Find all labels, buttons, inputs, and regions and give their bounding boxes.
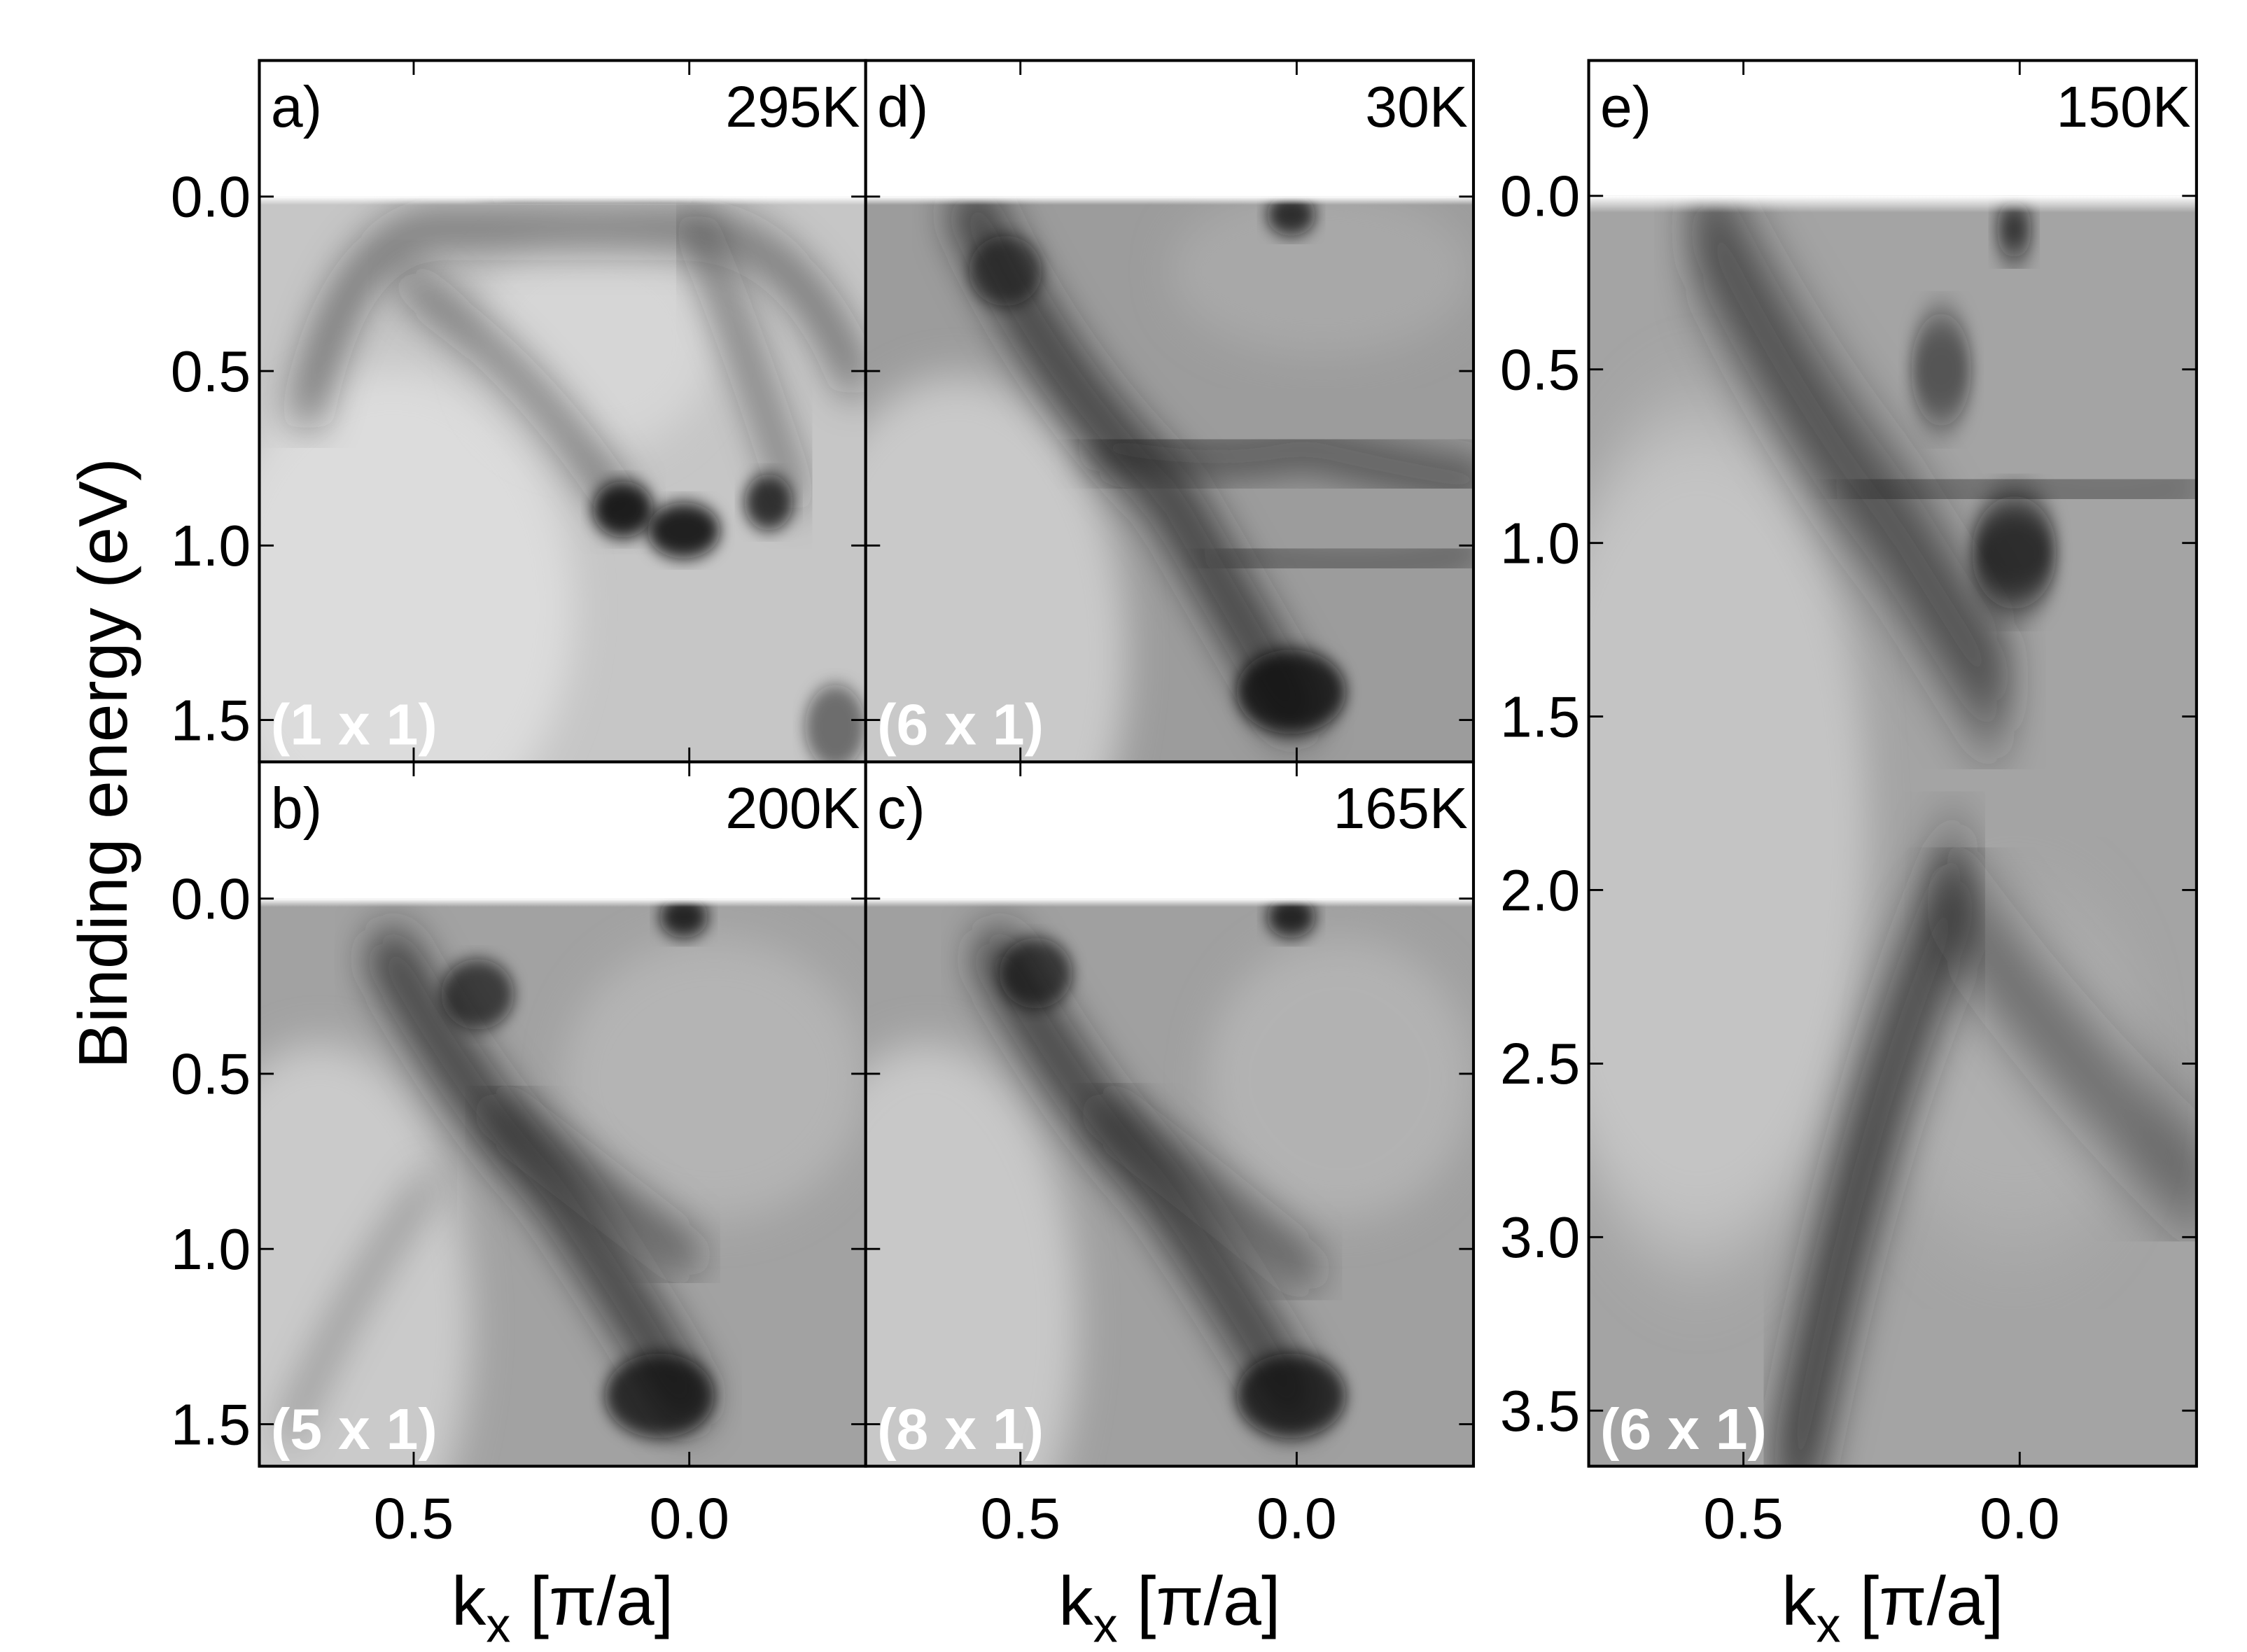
x-axis-label-unit: [π/a] xyxy=(510,1562,673,1639)
panel-label: c) xyxy=(877,776,925,841)
y-tick-label: 2.0 xyxy=(1500,858,1580,923)
y-axis-label: Binding energy (eV) xyxy=(64,458,141,1069)
x-axis-label-subscript: x xyxy=(1093,1598,1118,1652)
panel: 0.0 0.5 1.0 1.5 0.5 0.0 b) 200K (5 x 1) kx [π/a] xyxy=(171,760,867,1652)
x-tick-label: 0.0 xyxy=(1980,1486,2059,1550)
y-tick-label: 1.5 xyxy=(1500,685,1580,749)
temperature: 150K xyxy=(2056,75,2190,139)
x-axis-label: kx [π/a] xyxy=(1782,1562,2003,1652)
panel-frame xyxy=(1587,59,2198,1468)
panel: 0.5 0.0 c) 165K (8 x 1) kx [π/a] xyxy=(864,760,1476,1652)
reconstruction: (6 x 1) xyxy=(877,693,1044,757)
x-axis-label-unit: [π/a] xyxy=(1841,1562,2004,1639)
reconstruction: (5 x 1) xyxy=(271,1397,438,1462)
temperature: 200K xyxy=(725,776,860,841)
x-axis-label: kx [π/a] xyxy=(451,1562,673,1652)
reconstruction: (6 x 1) xyxy=(1600,1397,1767,1462)
x-tick-label: 0.0 xyxy=(1256,1486,1336,1550)
panel-label: b) xyxy=(271,776,322,841)
panel-label: e) xyxy=(1600,75,1651,139)
x-axis-label-symbol: k xyxy=(1782,1562,1816,1639)
spectrum-image xyxy=(1588,60,2197,1466)
y-tick-label: 0.5 xyxy=(171,1042,251,1107)
y-tick-label: 0.0 xyxy=(1500,164,1580,229)
y-tick-label: 1.5 xyxy=(171,688,251,752)
reconstruction: (1 x 1) xyxy=(271,693,438,757)
y-tick-label: 3.5 xyxy=(1500,1379,1580,1443)
spectrum-image xyxy=(865,60,1474,762)
x-axis-label-subscript: x xyxy=(486,1598,510,1652)
y-tick-label: 1.5 xyxy=(171,1392,251,1457)
temperature: 295K xyxy=(725,75,860,139)
temperature: 165K xyxy=(1334,776,1468,841)
y-tick-label: 3.0 xyxy=(1500,1205,1580,1270)
y-tick-label: 0.5 xyxy=(1500,338,1580,402)
panel-label: d) xyxy=(877,75,928,139)
spectrum-image xyxy=(259,60,866,762)
x-axis-label-symbol: k xyxy=(1058,1562,1093,1639)
x-tick-label: 0.5 xyxy=(1703,1486,1783,1550)
panel: d) 30K (6 x 1) xyxy=(864,59,1476,764)
x-axis-label-unit: [π/a] xyxy=(1118,1562,1281,1639)
panel-label: a) xyxy=(271,75,322,139)
y-tick-label: 2.5 xyxy=(1500,1032,1580,1096)
y-tick-label: 1.0 xyxy=(1500,511,1580,575)
y-tick-label: 0.0 xyxy=(171,867,251,931)
y-tick-label: 0.5 xyxy=(171,340,251,404)
temperature: 30K xyxy=(1365,75,1467,139)
x-axis-label-symbol: k xyxy=(451,1562,486,1639)
spectrum-image xyxy=(865,762,1474,1466)
y-tick-label: 1.0 xyxy=(171,1217,251,1282)
x-tick-label: 0.5 xyxy=(981,1486,1060,1550)
x-axis-label-subscript: x xyxy=(1816,1598,1841,1652)
panel: 0.0 0.5 1.0 1.5 2.0 2.5 3.0 3.5 0.5 0.0 e) 150K (6 x… xyxy=(1500,59,2198,1652)
y-tick-label: 1.0 xyxy=(171,514,251,578)
spectrum-image xyxy=(259,762,866,1466)
x-axis-label: kx [π/a] xyxy=(1058,1562,1280,1652)
panel-frame xyxy=(864,760,1476,1468)
x-tick-label: 0.0 xyxy=(650,1486,729,1550)
reconstruction: (8 x 1) xyxy=(877,1397,1044,1462)
y-tick-label: 0.0 xyxy=(171,165,251,230)
x-tick-label: 0.5 xyxy=(374,1486,454,1550)
